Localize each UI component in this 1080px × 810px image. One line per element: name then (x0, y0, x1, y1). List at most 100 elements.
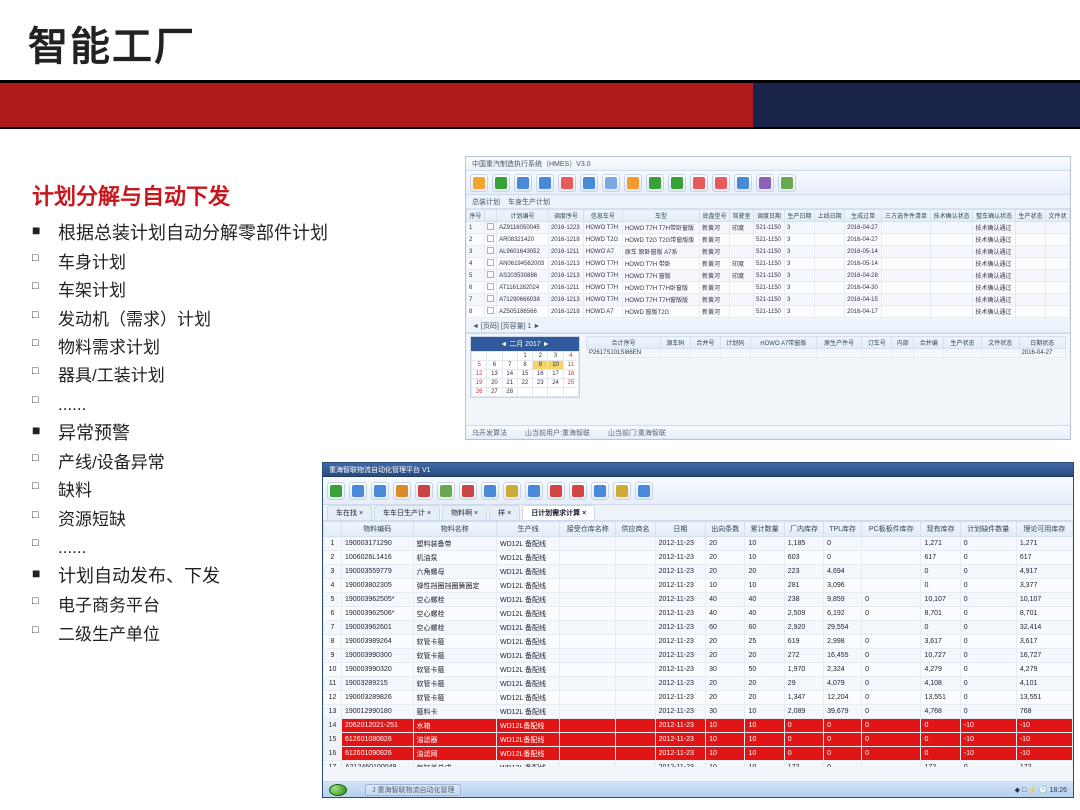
col-header[interactable]: 生成过单 (845, 210, 882, 222)
task-button[interactable]: J 重海智联物流自动化管理 (365, 784, 461, 796)
cal-day[interactable] (533, 388, 548, 397)
table-row[interactable]: 1190003171290塑料装备带WD12L 备配线2012-11-23201… (324, 537, 1073, 551)
cal-day[interactable]: 11 (563, 361, 578, 370)
table-row[interactable]: 3AL96016430522016-1211HOWO A7原车 原卧窗版 A7系… (467, 246, 1070, 258)
cal-day[interactable] (502, 352, 517, 361)
col-header[interactable]: 技术确认状态 (930, 210, 973, 222)
cal-day[interactable]: 25 (563, 379, 578, 388)
cal-day[interactable]: 26 (472, 388, 487, 397)
table-row[interactable]: 8190003989264软管卡箍WD12L 备配线2012-11-232025… (324, 635, 1073, 649)
toolbar-button[interactable] (503, 482, 521, 500)
table-row[interactable]: 7190003962601空心螺栓WD12L 备配线2012-11-236060… (324, 621, 1073, 635)
col-header[interactable]: 信息车号 (583, 210, 622, 222)
cal-day[interactable] (487, 352, 502, 361)
cal-day[interactable]: 27 (487, 388, 502, 397)
toolbar-button[interactable] (371, 482, 389, 500)
checkbox[interactable] (487, 223, 494, 230)
app2-tab[interactable]: 日计划需求计算 × (522, 505, 595, 520)
cal-day[interactable]: 18 (563, 370, 578, 379)
toolbar-button[interactable] (580, 174, 598, 192)
col-header[interactable]: 底盘型号 (700, 210, 730, 222)
app2-tab[interactable]: 车在找 × (327, 505, 372, 520)
cal-day[interactable]: 17 (548, 370, 563, 379)
table-row[interactable]: 6AT11612820242016-1211HOWO T7HHOWO T7H T… (467, 282, 1070, 294)
app1-tab-1[interactable]: 总装计划 (472, 197, 500, 207)
col-header[interactable]: 车型 (622, 210, 699, 222)
table-row[interactable]: 16612601090826油滤网WD12L备配线2012-11-2310100… (324, 747, 1073, 761)
col-header[interactable]: 日期 (655, 522, 705, 537)
col-header[interactable]: 理论可用库存 (1016, 522, 1072, 537)
toolbar-button[interactable] (558, 174, 576, 192)
col-header[interactable]: PC板板件库存 (862, 522, 921, 537)
table-row[interactable]: 4AN061945620032016-1213HOWO T7HHOWO T7H … (467, 258, 1070, 270)
col-header[interactable]: 出向条数 (706, 522, 745, 537)
toolbar-button[interactable] (459, 482, 477, 500)
col-header[interactable]: 调度日期 (753, 210, 784, 222)
toolbar-button[interactable] (712, 174, 730, 192)
col-header[interactable]: 生产日期 (785, 210, 815, 222)
toolbar-button[interactable] (646, 174, 664, 192)
cal-day[interactable]: 21 (502, 379, 517, 388)
toolbar-button[interactable] (514, 174, 532, 192)
cal-day[interactable]: 9 (533, 361, 548, 370)
table-row[interactable]: P2617S101SI86EN2016-04-27 (587, 349, 1066, 358)
checkbox[interactable] (487, 283, 494, 290)
checkbox[interactable] (487, 307, 494, 314)
start-button[interactable] (329, 784, 347, 796)
toolbar-button[interactable] (349, 482, 367, 500)
toolbar-button[interactable] (668, 174, 686, 192)
col-header[interactable]: 计划编号 (497, 210, 549, 222)
col-header[interactable] (484, 210, 496, 222)
cal-day[interactable]: 8 (517, 361, 532, 370)
cal-day[interactable]: 20 (487, 379, 502, 388)
cal-day[interactable]: 2 (533, 352, 548, 361)
cal-day[interactable]: 4 (563, 352, 578, 361)
col-header[interactable]: 文件状 (1046, 210, 1070, 222)
col-header[interactable]: TPL库存 (824, 522, 862, 537)
cal-day[interactable] (563, 388, 578, 397)
table-row[interactable]: 3190003559779六角螺母WD12L 备配线2012-11-232020… (324, 565, 1073, 579)
col-header[interactable]: 整车确认状态 (973, 210, 1016, 222)
table-row[interactable]: 10190003990320软管卡箍WD12L 备配线2012-11-23305… (324, 663, 1073, 677)
toolbar-button[interactable] (393, 482, 411, 500)
cal-day[interactable]: 13 (487, 370, 502, 379)
toolbar-button[interactable] (327, 482, 345, 500)
cal-day[interactable]: 12 (472, 370, 487, 379)
toolbar-button[interactable] (602, 174, 620, 192)
cal-day[interactable]: 1 (517, 352, 532, 361)
cal-day[interactable]: 6 (487, 361, 502, 370)
toolbar-button[interactable] (613, 482, 631, 500)
table-row[interactable]: 9190003990300软管卡箍WD12L 备配线2012-11-232020… (324, 649, 1073, 663)
col-header[interactable]: 生产状态 (1015, 210, 1045, 222)
col-header[interactable]: 现有库存 (921, 522, 960, 537)
toolbar-button[interactable] (492, 174, 510, 192)
table-row[interactable]: 8AZ5051865662016-1218HOWD A7HOWD 窗版T2G新黄… (467, 306, 1070, 318)
table-row[interactable]: 2AR083214202016-1218HOWD T2GHOWD T2G T2G… (467, 234, 1070, 246)
toolbar-button[interactable] (569, 482, 587, 500)
cal-day[interactable]: 24 (548, 379, 563, 388)
cal-day[interactable] (472, 352, 487, 361)
table-row[interactable]: 13190012990180箍料卡WD12L 备配线2012-11-233010… (324, 705, 1073, 719)
col-header[interactable]: 物料编码 (342, 522, 414, 537)
toolbar-button[interactable] (624, 174, 642, 192)
col-header[interactable]: 累计数量 (745, 522, 784, 537)
table-row[interactable]: 21006026L1416机油泵WD12L 备配线2012-11-2320106… (324, 551, 1073, 565)
app1-pager[interactable]: ◄ [页码] [页容量] 1 ► (466, 319, 1070, 333)
cal-day[interactable]: 19 (472, 379, 487, 388)
toolbar-button[interactable] (547, 482, 565, 500)
cal-day[interactable]: 10 (548, 361, 563, 370)
col-header[interactable]: 生产线 (496, 522, 559, 537)
checkbox[interactable] (487, 235, 494, 242)
toolbar-button[interactable] (525, 482, 543, 500)
checkbox[interactable] (487, 247, 494, 254)
col-header[interactable]: 调度序号 (548, 210, 583, 222)
cal-day[interactable]: 7 (502, 361, 517, 370)
table-row[interactable]: 4190003802305弹性挡圈挡圈簧圈定WD12L 备配线2012-11-2… (324, 579, 1073, 593)
cal-day[interactable]: 22 (517, 379, 532, 388)
col-header[interactable]: 供应商名 (616, 522, 655, 537)
table-row[interactable]: 5190003962505*空心螺栓WD12L 备配线2012-11-23404… (324, 593, 1073, 607)
col-header[interactable]: 驾驶室 (730, 210, 754, 222)
app1-tab-2[interactable]: 车身生产计划 (508, 197, 550, 207)
table-row[interactable]: 12190003289826软管卡箍WD12L 备配线2012-11-23202… (324, 691, 1073, 705)
cal-day[interactable] (517, 388, 532, 397)
